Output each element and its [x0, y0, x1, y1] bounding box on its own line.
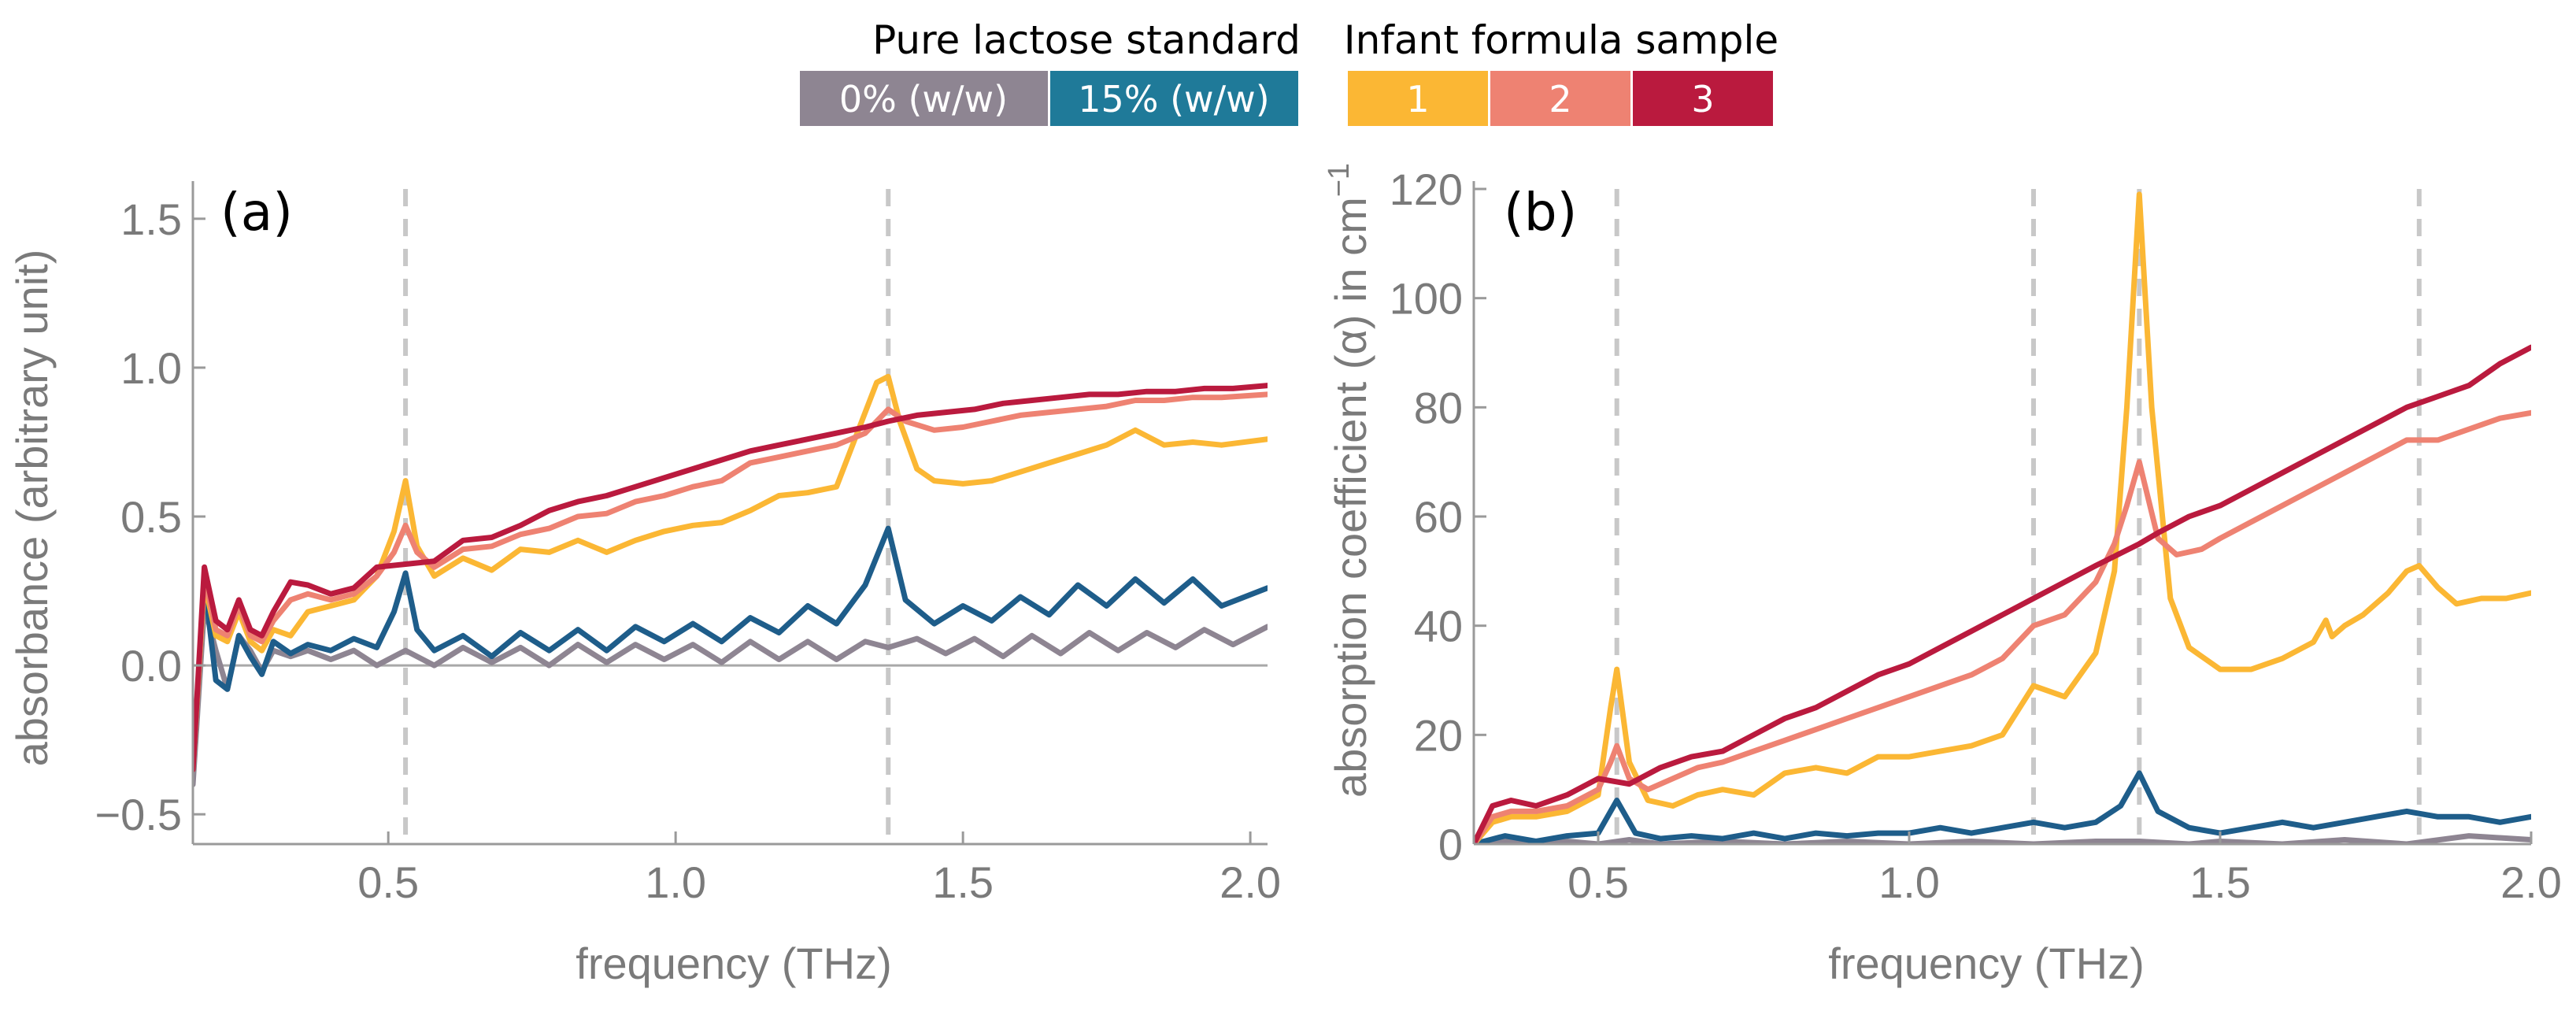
panel-b-y-tick-label: 0	[1438, 820, 1463, 869]
legend-swatch-sample-3	[1633, 71, 1773, 126]
panel-b-x-tick-label: 2.0	[2500, 857, 2562, 907]
panel-b-axes	[1472, 181, 2531, 846]
panel-b-series-s3	[1474, 344, 2531, 844]
panel-b-x-axis-label: frequency (THz)	[1828, 939, 2144, 988]
panel-b-y-axis-label-main: absorption coefficient (α) in cm	[1326, 197, 1375, 798]
panel-b-reference-lines	[1614, 189, 2422, 844]
panel-b-y-axis-label-superscript: −1	[1323, 163, 1356, 197]
panel-a-series-pct0	[193, 603, 1268, 787]
panel-b-series-s2	[1474, 409, 2531, 844]
legend-group1-title: Pure lactose standard	[872, 17, 1301, 63]
panel-a-x-axis-label: frequency (THz)	[576, 939, 891, 988]
panel-b-series-pct15	[1474, 770, 2531, 844]
panel-a-series-s3	[193, 383, 1268, 772]
panel-a-y-tick-label: 0.5	[120, 492, 182, 542]
panel-a-axes	[191, 181, 1268, 846]
panel-a-y-tick-label: 1.0	[120, 343, 182, 393]
legend-swatch-15pct	[1050, 71, 1298, 126]
panel-a-series-s2	[193, 391, 1268, 772]
legend-label-0pct: 0% (w/w)	[839, 78, 1008, 120]
panel-a-y-axis-label: absorbance (arbitrary unit)	[7, 250, 57, 767]
panel-a-label: (a)	[220, 182, 293, 243]
panel-a-y-tick-label: 0.0	[120, 641, 182, 691]
panel-b-x-tick-label: 1.5	[2189, 857, 2251, 907]
legend-swatch-sample-2	[1490, 71, 1630, 126]
panel-a-series-s1	[193, 373, 1268, 772]
panel-b-y-tick-label: 40	[1414, 602, 1463, 651]
panel-b-x-tick-label: 0.5	[1567, 857, 1629, 907]
panel-b-y-tick-label: 100	[1390, 274, 1463, 324]
panel-a-x-tick-label: 0.5	[357, 857, 419, 907]
panel-a-y-tick-label: 1.5	[120, 194, 182, 244]
panel-b-series	[1474, 191, 2531, 844]
panel-a-ticks: 0.5 1.0 1.5 2.0 −0.5 0.0 0.5 1.0 1.5	[94, 194, 1281, 907]
panel-b-ticks: 0.5 1.0 1.5 2.0 0 20 40 60 80 100 120	[1390, 165, 2562, 907]
panel-a-x-tick-label: 2.0	[1220, 857, 1281, 907]
legend-swatch-0pct	[800, 71, 1048, 126]
panel-b-y-tick-label: 20	[1414, 710, 1463, 760]
panel-b-series-s1	[1474, 191, 2531, 844]
panel-b-label: (b)	[1504, 182, 1577, 243]
panel-b-y-tick-label: 120	[1390, 165, 1463, 214]
panel-a-y-tick-label: −0.5	[94, 790, 182, 839]
panel-a: 0.5 1.0 1.5 2.0 −0.5 0.0 0.5 1.0 1.5 (a) frequen…	[7, 181, 1281, 988]
legend: Pure lactose standard Infant formula sam…	[800, 17, 1778, 126]
panel-b-x-tick-label: 1.0	[1878, 857, 1940, 907]
panel-b-y-axis-label: absorption coefficient (α) in cm−1	[1323, 163, 1375, 798]
panel-a-x-tick-label: 1.5	[932, 857, 994, 907]
legend-group2-title: Infant formula sample	[1344, 17, 1778, 63]
legend-label-15pct: 15% (w/w)	[1078, 78, 1270, 120]
panel-b: 0.5 1.0 1.5 2.0 0 20 40 60 80 100 120 (b) frequenc…	[1323, 163, 2562, 988]
panel-a-x-tick-label: 1.0	[645, 857, 706, 907]
legend-label-sample-2: 2	[1549, 78, 1571, 120]
panel-a-series-pct15	[193, 525, 1268, 772]
panel-a-series	[193, 373, 1268, 787]
panel-b-y-tick-label: 60	[1414, 492, 1463, 542]
legend-label-sample-1: 1	[1406, 78, 1429, 120]
legend-swatch-sample-1	[1348, 71, 1488, 126]
legend-label-sample-3: 3	[1691, 78, 1714, 120]
panel-b-y-tick-label: 80	[1414, 383, 1463, 432]
panel-b-series-pct0	[1474, 833, 2531, 844]
